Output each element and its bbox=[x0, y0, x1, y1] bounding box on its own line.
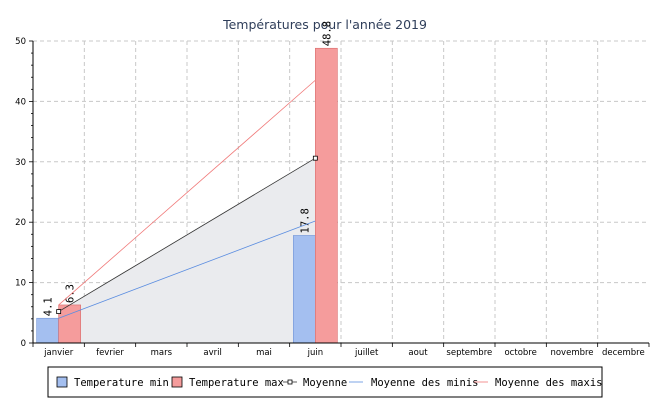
x-tick-label-juin: juin bbox=[307, 348, 324, 358]
x-tick-label-mars: mars bbox=[151, 348, 173, 358]
x-tick-label-novembre: novembre bbox=[550, 348, 593, 358]
plot-area: 4.1 17.8 6.3 48.8 0 10 20 30 40 50 janvier fevrier m… bbox=[15, 21, 650, 358]
x-tick-label-octobre: octobre bbox=[504, 348, 536, 358]
legend-label: Temperature min bbox=[74, 377, 169, 389]
x-tick-label-decembre: decembre bbox=[602, 348, 645, 358]
bar-min-janvier bbox=[36, 317, 59, 344]
legend-label: Temperature max bbox=[189, 377, 284, 389]
y-tick-label: 0 bbox=[21, 339, 26, 349]
data-label-min-juin: 17.8 bbox=[299, 208, 311, 233]
legend-marker-average bbox=[287, 379, 293, 385]
x-tick-label-juillet: juillet bbox=[354, 348, 379, 358]
x-tick-label-janvier: janvier bbox=[43, 348, 74, 358]
average-point-janvier bbox=[56, 309, 62, 314]
y-tick-label: 50 bbox=[15, 37, 26, 47]
x-tick-label-mai: mai bbox=[256, 348, 272, 358]
data-label-max-juin: 48.8 bbox=[321, 21, 333, 46]
bar-max-janvier bbox=[58, 304, 81, 344]
legend-label: Moyenne bbox=[303, 377, 347, 389]
y-tick-label: 40 bbox=[15, 97, 26, 107]
bar-max-juin bbox=[315, 47, 338, 344]
average-min-line bbox=[58, 220, 316, 319]
legend-label: Moyenne des minis bbox=[371, 377, 478, 389]
data-label-max-janvier: 6.3 bbox=[65, 284, 77, 303]
legend: Temperature min Temperature max Moyenne Moy… bbox=[47, 366, 603, 398]
legend-label: Moyenne des maxis bbox=[495, 377, 602, 389]
legend-box bbox=[47, 366, 603, 398]
y-tick-label: 10 bbox=[15, 279, 26, 289]
y-tick-label: 20 bbox=[15, 218, 26, 228]
average-point-juin bbox=[312, 155, 318, 161]
average-area-fill bbox=[58, 158, 316, 343]
x-tick-label-aout: aout bbox=[408, 348, 428, 358]
x-tick-label-fevrier: fevrier bbox=[96, 348, 124, 358]
chart-title: Températures pour l'année 2019 bbox=[222, 17, 427, 32]
bar-min-juin bbox=[293, 235, 316, 344]
x-tick-label-septembre: septembre bbox=[446, 348, 492, 358]
x-tick-label-avril: avril bbox=[203, 348, 221, 358]
average-max-line bbox=[58, 79, 316, 306]
legend-swatch-max bbox=[171, 376, 183, 388]
data-label-min-janvier: 4.1 bbox=[43, 297, 55, 316]
average-line bbox=[58, 157, 316, 312]
y-tick-label: 30 bbox=[15, 158, 26, 168]
legend-swatch-min bbox=[56, 376, 68, 388]
